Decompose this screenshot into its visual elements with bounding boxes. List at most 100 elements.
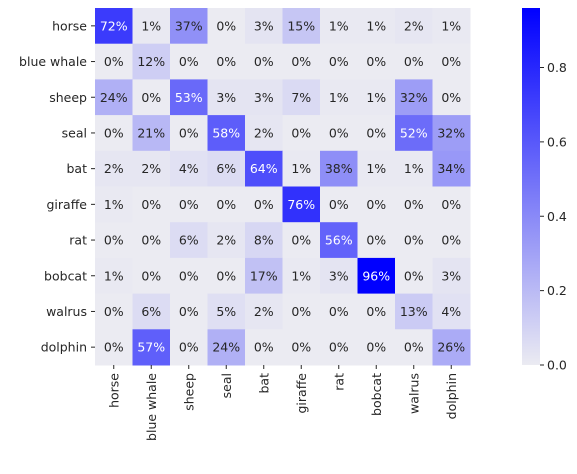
x-axis: horse blue whale sheep seal bat giraffe rat bob… (106, 365, 459, 441)
cell-value-label: 0% (329, 197, 349, 212)
cell-value-label: 1% (366, 90, 386, 105)
cell-value-label: 96% (362, 268, 390, 283)
cell-value-label: 4% (441, 304, 461, 319)
colorbar-tick-label: 0.8 (547, 60, 567, 75)
cell-value-label: 3% (254, 18, 274, 33)
cell-value-label: 0% (104, 233, 124, 248)
cell-value-label: 4% (179, 161, 199, 176)
cell-value-label: 38% (325, 161, 353, 176)
cell-value-label: 1% (291, 268, 311, 283)
cell-value-label: 3% (329, 268, 349, 283)
cell-value-label: 57% (137, 340, 165, 355)
cell-value-label: 0% (329, 304, 349, 319)
cell-value-label: 0% (216, 268, 236, 283)
cell-value-label: 17% (250, 268, 278, 283)
cell-value-label: 2% (404, 18, 424, 33)
cell-value-label: 0% (104, 125, 124, 140)
cell-value-label: 3% (441, 268, 461, 283)
cell-value-label: 1% (366, 161, 386, 176)
cell-value-label: 0% (104, 340, 124, 355)
cell-value-label: 0% (179, 54, 199, 69)
cell-value-label: 6% (216, 161, 236, 176)
cell-value-label: 7% (291, 90, 311, 105)
x-tick-label: walrus (406, 373, 421, 414)
cell-value-label: 52% (400, 125, 428, 140)
cell-value-label: 21% (137, 125, 165, 140)
cell-value-label: 0% (441, 197, 461, 212)
cell-value-label: 0% (404, 197, 424, 212)
y-tick-label: dolphin (41, 340, 87, 355)
x-tick-label: blue whale (144, 373, 159, 441)
cell-value-label: 0% (291, 304, 311, 319)
cell-value-label: 5% (216, 304, 236, 319)
cell-value-label: 0% (291, 340, 311, 355)
x-tick-label: sheep (181, 373, 196, 411)
cell-value-label: 0% (216, 18, 236, 33)
cell-value-label: 53% (175, 90, 203, 105)
cell-value-label: 0% (366, 54, 386, 69)
y-tick-label: walrus (46, 304, 87, 319)
cell-value-label: 2% (254, 304, 274, 319)
cell-value-label: 26% (437, 340, 465, 355)
cell-value-label: 3% (216, 90, 236, 105)
cell-value-label: 13% (400, 304, 428, 319)
cell-value-label: 6% (179, 233, 199, 248)
cell-value-label: 2% (216, 233, 236, 248)
cell-value-label: 0% (329, 54, 349, 69)
cell-value-label: 0% (366, 197, 386, 212)
cell-value-label: 1% (104, 268, 124, 283)
x-tick-label: seal (219, 373, 234, 398)
x-tick-label: horse (106, 373, 121, 408)
cell-value-label: 0% (104, 54, 124, 69)
x-tick-label: rat (331, 373, 346, 391)
cell-value-label: 0% (441, 233, 461, 248)
cell-value-label: 0% (329, 340, 349, 355)
cell-value-label: 0% (141, 268, 161, 283)
cell-value-label: 0% (404, 54, 424, 69)
cell-value-label: 0% (404, 268, 424, 283)
cell-value-label: 0% (291, 54, 311, 69)
y-axis: horse blue whale sheep seal bat giraffe rat bob… (19, 18, 95, 354)
cell-value-label: 1% (141, 18, 161, 33)
cell-value-label: 64% (250, 161, 278, 176)
colorbar-tick-label: 0.0 (547, 358, 567, 373)
cell-value-label: 3% (254, 90, 274, 105)
cell-value-label: 32% (437, 125, 465, 140)
cell-value-label: 37% (175, 18, 203, 33)
cell-value-label: 2% (254, 125, 274, 140)
cell-value-label: 6% (141, 304, 161, 319)
cell-value-label: 2% (141, 161, 161, 176)
cell-value-label: 0% (179, 268, 199, 283)
cell-value-label: 0% (179, 125, 199, 140)
cell-value-label: 0% (329, 125, 349, 140)
cell-value-label: 1% (329, 18, 349, 33)
y-tick-label: bat (67, 161, 88, 176)
y-tick-label: sheep (49, 90, 87, 105)
cell-value-label: 0% (104, 304, 124, 319)
cell-value-label: 0% (216, 54, 236, 69)
cell-value-label: 0% (441, 54, 461, 69)
cell-value-label: 72% (100, 18, 128, 33)
cell-value-label: 76% (287, 197, 315, 212)
cell-value-label: 0% (441, 90, 461, 105)
cell-value-label: 0% (404, 340, 424, 355)
y-tick-label: horse (52, 18, 87, 33)
cell-value-label: 1% (441, 18, 461, 33)
cell-value-label: 1% (329, 90, 349, 105)
y-tick-label: giraffe (46, 197, 87, 212)
cell-value-label: 0% (291, 233, 311, 248)
cell-value-label: 8% (254, 233, 274, 248)
cell-value-label: 0% (366, 125, 386, 140)
cell-value-label: 0% (254, 197, 274, 212)
cell-value-label: 34% (437, 161, 465, 176)
cell-value-label: 0% (179, 340, 199, 355)
colorbar-tick-label: 0.6 (547, 134, 567, 149)
cell-value-label: 1% (366, 18, 386, 33)
cell-value-label: 0% (404, 233, 424, 248)
cell-value-label: 1% (104, 197, 124, 212)
cell-value-label: 0% (291, 125, 311, 140)
x-tick-label: bat (256, 373, 271, 394)
cell-value-label: 12% (137, 54, 165, 69)
cell-value-label: 2% (104, 161, 124, 176)
